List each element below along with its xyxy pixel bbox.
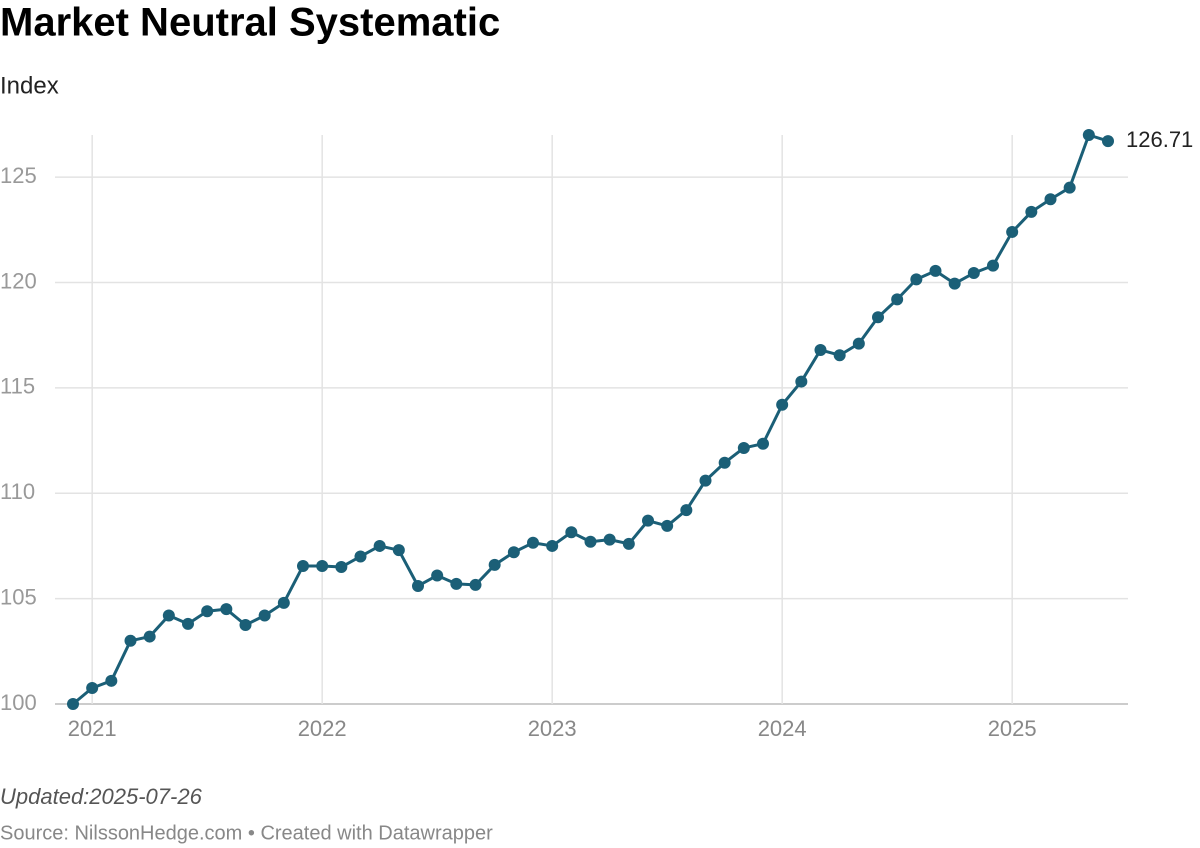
point [737, 441, 750, 454]
point [622, 537, 635, 550]
point [987, 259, 999, 272]
y-tick-label: 110 [0, 479, 35, 504]
x-tick-label: 2021 [68, 716, 117, 741]
point [814, 343, 827, 356]
point [1044, 193, 1057, 206]
x-tick-label: 2024 [758, 716, 807, 741]
point [967, 267, 980, 280]
point [450, 577, 463, 590]
point [546, 539, 559, 552]
updated-note: Updated:2025-07-26 [0, 784, 203, 809]
point [392, 544, 405, 557]
point [565, 526, 578, 539]
point [431, 569, 444, 582]
point [469, 578, 482, 591]
point [603, 533, 616, 546]
point [335, 561, 348, 574]
point [929, 264, 942, 277]
point [201, 605, 214, 618]
point [757, 437, 769, 450]
point [699, 474, 712, 487]
point [1102, 135, 1114, 148]
x-tick-label: 2025 [988, 716, 1037, 741]
y-tick-label: 120 [0, 268, 37, 293]
point [220, 603, 233, 616]
x-tick-label: 2022 [298, 716, 347, 741]
point [891, 293, 904, 306]
point [316, 559, 329, 572]
end-label: 126.71 [1126, 127, 1193, 152]
point [910, 273, 923, 286]
point [1025, 205, 1038, 218]
chart-title: Market Neutral Systematic [0, 1, 500, 45]
point [373, 539, 386, 552]
y-tick-label: 100 [0, 690, 37, 715]
chart-subtitle: Index [0, 72, 59, 99]
point [297, 559, 309, 572]
point [776, 398, 789, 411]
x-tick-label: 2023 [528, 716, 577, 741]
point [852, 337, 865, 350]
point [86, 681, 99, 694]
point [67, 698, 79, 710]
point [258, 609, 271, 622]
point [162, 609, 175, 622]
source-note: Source: NilssonHedge.com • Created with … [0, 822, 493, 844]
point [124, 634, 137, 647]
point [718, 456, 731, 469]
point [642, 514, 654, 527]
point [833, 349, 846, 362]
point [527, 536, 539, 549]
point [795, 375, 808, 388]
line [72, 133, 1109, 706]
point [277, 596, 290, 609]
point [872, 311, 884, 324]
y-tick-label: 125 [0, 163, 37, 188]
point [239, 618, 252, 631]
point [948, 277, 961, 290]
point [1082, 129, 1095, 141]
point [661, 519, 674, 532]
y-tick-label: 115 [0, 374, 35, 399]
point [105, 674, 118, 687]
point [584, 535, 597, 548]
point [680, 504, 693, 517]
point [1006, 225, 1019, 238]
point [507, 546, 520, 559]
point [143, 630, 156, 643]
point [182, 617, 194, 630]
point [1063, 181, 1076, 194]
point [488, 558, 501, 571]
y-tick-label: 105 [0, 584, 37, 609]
point [412, 579, 424, 592]
point [354, 550, 367, 563]
